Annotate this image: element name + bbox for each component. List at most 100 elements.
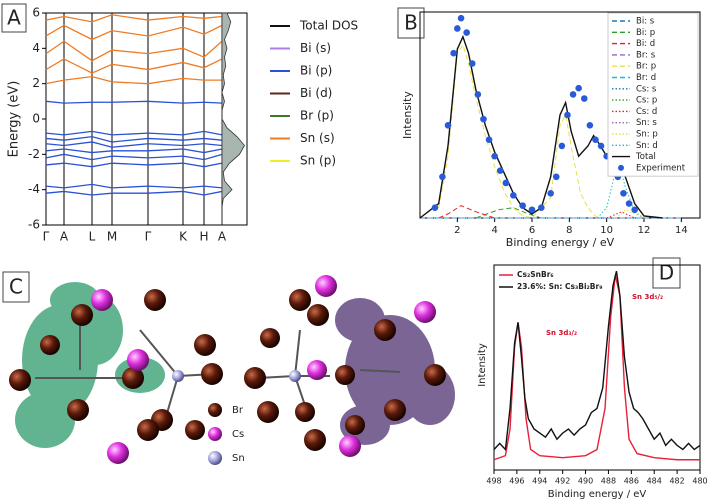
y-tick-label: 6: [32, 6, 40, 20]
annotation: Sn 3d₃/₂: [546, 329, 577, 337]
structure-legend-label: Br: [232, 405, 244, 416]
data-point: [528, 206, 536, 214]
data-point: [496, 167, 504, 174]
y-axis-label: Intensity: [401, 91, 414, 139]
data-point: [625, 200, 633, 207]
data-point: [457, 14, 465, 22]
y-tick-label: 0: [32, 112, 40, 126]
legend-label: Br: d: [636, 73, 656, 83]
legend-label: Total: [635, 152, 656, 162]
series-line: [475, 207, 542, 219]
band: [45, 75, 222, 85]
legend-label: Bi: d: [636, 39, 655, 49]
panel-label: C: [9, 275, 23, 299]
data-point: [502, 179, 510, 187]
band: [45, 14, 223, 23]
panel-label-box: [1, 3, 27, 33]
data-point: [620, 189, 627, 197]
x-tick-label: 14: [675, 225, 688, 236]
panel-label: B: [404, 11, 418, 35]
plot-frame: [493, 264, 701, 471]
data-point: [519, 202, 526, 209]
data-point: [439, 173, 446, 181]
x-tick-label: K: [179, 230, 188, 244]
data-point: [547, 189, 554, 197]
structure-legend-label: Cs: [232, 429, 244, 440]
data-point: [569, 91, 577, 98]
x-tick-label: 480: [692, 477, 707, 486]
y-tick-label: -4: [28, 182, 40, 196]
x-tick-label: A: [60, 230, 69, 244]
data-point: [431, 204, 439, 211]
x-tick-label: 488: [601, 477, 616, 486]
data-point: [558, 142, 566, 150]
data-point: [552, 173, 560, 181]
legend-label: Bi (p): [300, 64, 332, 78]
band: [45, 190, 223, 196]
x-tick-label: 494: [532, 477, 547, 486]
data-point: [575, 84, 582, 92]
panel-label-box: [2, 271, 30, 303]
x-tick-label: 2: [454, 225, 460, 236]
series-line: [493, 275, 700, 461]
legend-label: Total DOS: [299, 19, 358, 33]
y-tick-label: -2: [28, 147, 40, 161]
x-tick-label: H: [199, 230, 208, 244]
data-point: [468, 60, 476, 67]
data-point: [592, 136, 599, 144]
x-tick-label: L: [89, 230, 96, 244]
x-tick-label: 12: [638, 225, 651, 236]
panel-label: D: [659, 261, 674, 285]
x-tick-label: 490: [578, 477, 593, 486]
legend-label: Sn: d: [636, 141, 658, 151]
legend-label: Sn (p): [300, 154, 336, 168]
data-point: [454, 25, 461, 32]
series-line: [438, 43, 598, 219]
band: [45, 40, 223, 62]
series-line: [493, 270, 701, 452]
x-tick-label: 486: [624, 477, 639, 486]
x-tick-label: Γ: [145, 230, 152, 244]
data-point: [474, 91, 482, 98]
x-axis-label: Binding energy / eV: [506, 236, 615, 249]
band: [45, 153, 223, 161]
y-tick-label: 4: [32, 41, 40, 55]
band: [45, 130, 223, 136]
legend-swatch: [618, 164, 624, 171]
band: [45, 162, 223, 168]
x-axis-label: Binding energy / eV: [548, 489, 647, 500]
data-point: [538, 204, 545, 211]
x-tick-label: 496: [509, 477, 524, 486]
x-tick-label: Γ: [43, 230, 50, 244]
x-tick-label: 484: [647, 477, 662, 486]
band: [45, 148, 223, 154]
data-point: [597, 142, 605, 150]
legend-label: 23.6%: Sn: Cs₃Bi₂Br₉: [517, 282, 603, 291]
series-line: [615, 209, 645, 219]
x-tick-label: 6: [529, 225, 535, 236]
y-tick-label: 2: [32, 76, 40, 90]
y-axis-label: Energy (eV): [7, 81, 22, 158]
data-point: [491, 152, 498, 160]
series-line: [438, 205, 495, 219]
legend-label: Br (p): [300, 109, 334, 123]
dos-area: [221, 12, 245, 225]
x-tick-label: 8: [566, 225, 572, 236]
band: [45, 136, 223, 143]
x-tick-label: 498: [486, 477, 501, 486]
structure-legend-label: Sn: [232, 453, 245, 464]
band: [45, 58, 223, 74]
legend-label: Bi: p: [636, 28, 655, 38]
legend-label: Cs: d: [636, 107, 657, 117]
panel-label: A: [7, 6, 21, 30]
data-point: [463, 29, 470, 36]
band: [45, 183, 223, 189]
data-point: [444, 122, 452, 129]
series-line: [606, 211, 635, 219]
legend-label: Br: p: [636, 62, 656, 72]
data-point: [510, 192, 517, 199]
data-point: [564, 111, 571, 119]
x-tick-label: A: [218, 230, 227, 244]
x-tick-label: M: [107, 230, 117, 244]
